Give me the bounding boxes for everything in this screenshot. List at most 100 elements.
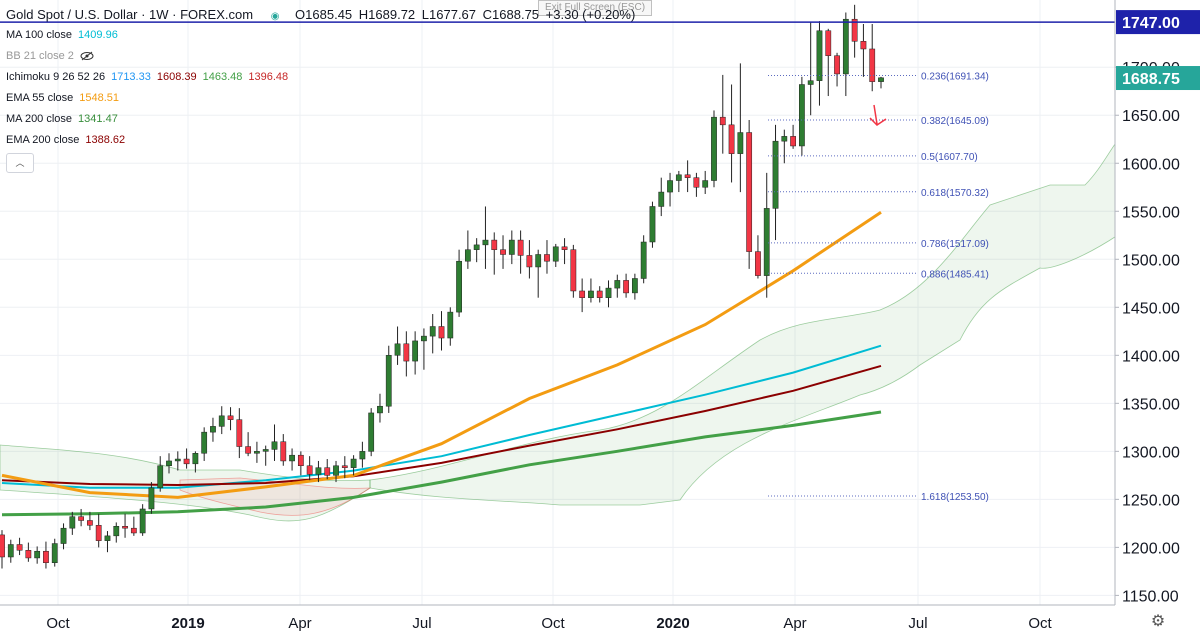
x-tick-label: Oct bbox=[46, 615, 70, 632]
candle-body bbox=[667, 180, 673, 193]
candle-body bbox=[508, 239, 515, 255]
x-tick-label: Apr bbox=[783, 615, 806, 632]
indicator-line bbox=[1, 344, 882, 489]
x-tick-label: Oct bbox=[541, 615, 565, 632]
candle-body bbox=[649, 206, 656, 243]
candle-body bbox=[201, 431, 208, 454]
candle-body bbox=[16, 544, 23, 551]
candle-body bbox=[658, 191, 665, 207]
candle-body bbox=[139, 508, 146, 534]
candle-body bbox=[306, 465, 313, 475]
candle-body bbox=[693, 177, 700, 188]
candle-body bbox=[60, 527, 67, 544]
candle-body bbox=[227, 415, 234, 420]
candle-body bbox=[341, 465, 348, 468]
candle-body bbox=[851, 18, 858, 42]
grid bbox=[0, 0, 1115, 605]
fib-label: 0.886(1485.41) bbox=[921, 269, 989, 280]
y-tick-label: 1550.00 bbox=[1122, 204, 1180, 221]
candle-body bbox=[130, 527, 137, 534]
collapse-legend-button[interactable]: ︿ bbox=[6, 153, 34, 173]
candle-body bbox=[104, 535, 111, 541]
candle-body bbox=[869, 48, 876, 82]
price-label: 1688.75 bbox=[1122, 71, 1180, 88]
indicator-row[interactable]: MA 100 close 1409.96 bbox=[6, 25, 638, 46]
candle-body bbox=[500, 249, 506, 255]
candle-body bbox=[412, 340, 419, 362]
candle-body bbox=[755, 251, 761, 276]
candles bbox=[0, 4, 884, 569]
indicator-line bbox=[1, 410, 882, 517]
y-tick-label: 1150.00 bbox=[1122, 588, 1179, 605]
y-tick-label: 1250.00 bbox=[1122, 492, 1180, 509]
open-value: O1685.45 bbox=[295, 7, 353, 22]
candle-body bbox=[385, 355, 392, 407]
price-label-box bbox=[1116, 10, 1200, 35]
indicator-value: 1463.48 bbox=[202, 71, 243, 83]
candle-body bbox=[394, 343, 401, 356]
candle-body bbox=[746, 132, 753, 252]
candle-body bbox=[772, 140, 779, 209]
indicator-row[interactable]: EMA 200 close 1388.62 bbox=[6, 130, 638, 151]
candle-body bbox=[166, 460, 172, 467]
candle-body bbox=[280, 441, 287, 462]
candle-body bbox=[0, 534, 5, 558]
down-arrow-icon bbox=[869, 104, 887, 126]
candle-body bbox=[174, 458, 181, 462]
candle-body bbox=[614, 280, 621, 289]
candle-body bbox=[43, 550, 49, 563]
price-label-box bbox=[1116, 66, 1200, 91]
price-axis-background bbox=[1115, 0, 1201, 642]
candle-body bbox=[438, 326, 445, 339]
y-tick-label: 1350.00 bbox=[1122, 396, 1180, 413]
candle-body bbox=[148, 487, 155, 510]
candle-body bbox=[324, 467, 331, 476]
candle-body bbox=[95, 525, 102, 541]
indicator-label: MA 100 close bbox=[6, 29, 73, 41]
exit-fullscreen-button[interactable]: Exit Full Screen (ESC) bbox=[538, 0, 653, 16]
candle-body bbox=[183, 458, 190, 465]
indicator-value: 1388.62 bbox=[85, 134, 126, 146]
candle-body bbox=[816, 30, 823, 81]
candle-body bbox=[69, 516, 76, 529]
indicator-row[interactable]: BB 21 close 2 bbox=[6, 46, 638, 67]
candle-body bbox=[87, 520, 93, 526]
candle-body bbox=[377, 405, 383, 414]
candle-body bbox=[464, 249, 471, 262]
indicator-row[interactable]: Ichimoku 9 26 52 26 1713.33 1608.39 1463.48… bbox=[6, 67, 638, 88]
symbol-title: Gold Spot / U.S. Dollar · 1W · FOREX.com bbox=[6, 7, 254, 22]
indicator-row[interactable]: MA 200 close 1341.47 bbox=[6, 109, 638, 130]
y-tick-label: 1600.00 bbox=[1122, 156, 1180, 173]
indicator-label: MA 200 close bbox=[6, 113, 73, 125]
candle-body bbox=[447, 311, 454, 339]
candle-body bbox=[25, 550, 32, 559]
candle-body bbox=[684, 174, 691, 178]
candle-body bbox=[421, 335, 427, 342]
candle-body bbox=[456, 260, 462, 313]
indicator-label: EMA 55 close bbox=[6, 92, 74, 104]
candle-body bbox=[122, 526, 128, 529]
candle-body bbox=[245, 446, 252, 454]
candle-body bbox=[544, 254, 550, 262]
indicator-label: Ichimoku 9 26 52 26 bbox=[6, 71, 106, 83]
candle-body bbox=[78, 516, 84, 521]
candle-body bbox=[526, 255, 533, 268]
fib-label: 1.618(1253.50) bbox=[921, 492, 989, 503]
fib-label: 0.5(1607.70) bbox=[921, 152, 978, 163]
candle-body bbox=[473, 244, 480, 250]
candle-body bbox=[7, 544, 14, 558]
hidden-eye-icon[interactable] bbox=[80, 51, 94, 61]
x-tick-label: Oct bbox=[1028, 615, 1052, 632]
x-tick-label: Jul bbox=[908, 615, 927, 632]
candle-body bbox=[535, 254, 542, 268]
time-axis: Oct 2019 Apr Jul Oct 2020 Apr Jul Oct bbox=[0, 604, 1115, 632]
x-tick-label: 2019 bbox=[171, 615, 204, 632]
candle-body bbox=[737, 132, 744, 154]
candle-body bbox=[631, 278, 638, 294]
indicator-value: 1608.39 bbox=[156, 71, 197, 83]
indicator-row[interactable]: EMA 55 close 1548.51 bbox=[6, 88, 638, 109]
gear-icon[interactable]: ⚙ bbox=[1150, 613, 1166, 630]
fib-label: 0.786(1517.09) bbox=[921, 239, 989, 250]
candle-body bbox=[728, 124, 735, 154]
